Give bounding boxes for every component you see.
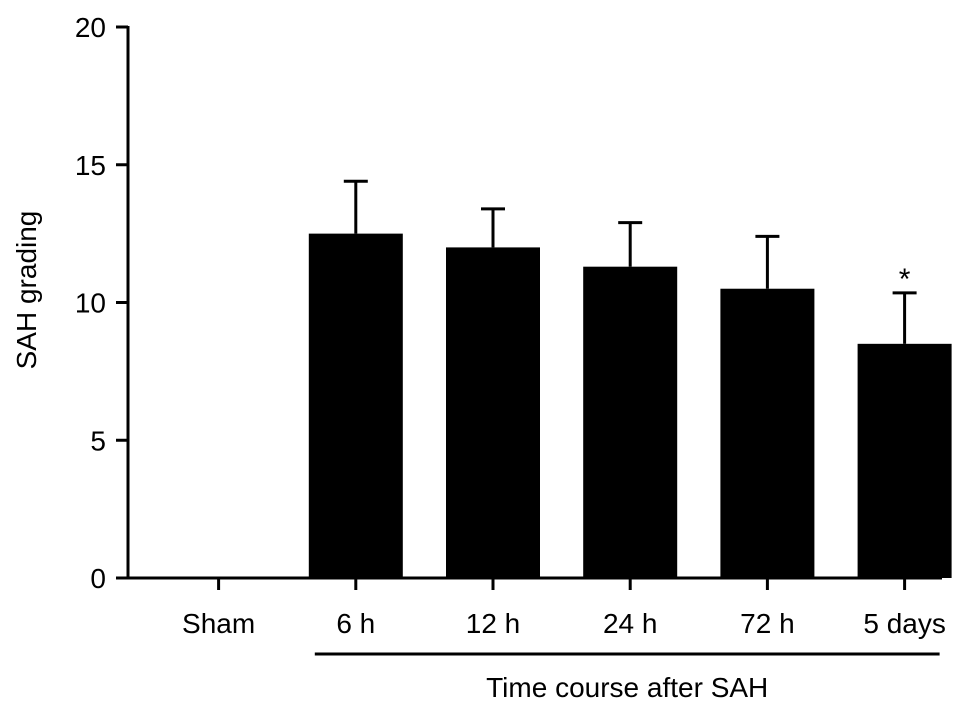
x-tick-label: 72 h	[740, 608, 795, 639]
bar	[583, 266, 678, 578]
error-bars-group	[343, 179, 917, 344]
y-axis: 0 5 10 15 20	[75, 12, 130, 594]
x-tick-label: Sham	[182, 608, 255, 639]
bar	[857, 343, 952, 578]
y-tick-label: 0	[90, 563, 106, 594]
x-tick-label: 24 h	[603, 608, 658, 639]
y-tick-label: 15	[75, 150, 106, 181]
bar	[720, 288, 815, 578]
y-tick-label: 20	[75, 12, 106, 43]
x-axis-label: Time course after SAH	[486, 672, 768, 703]
y-axis-label: SAH grading	[11, 211, 42, 370]
significance-marker: *	[899, 263, 911, 296]
x-tick-label: 6 h	[336, 608, 375, 639]
bar	[308, 233, 403, 578]
y-tick-label: 10	[75, 288, 106, 319]
annotations-group: * Time course after SAH	[314, 263, 940, 703]
x-axis: Sham 6 h 12 h 24 h 72 h 5 days	[127, 576, 946, 639]
y-tick-label: 5	[90, 425, 106, 456]
bar	[446, 247, 540, 578]
x-tick-label: 12 h	[466, 608, 521, 639]
bars-group	[308, 233, 952, 578]
x-tick-label: 5 days	[863, 608, 946, 639]
